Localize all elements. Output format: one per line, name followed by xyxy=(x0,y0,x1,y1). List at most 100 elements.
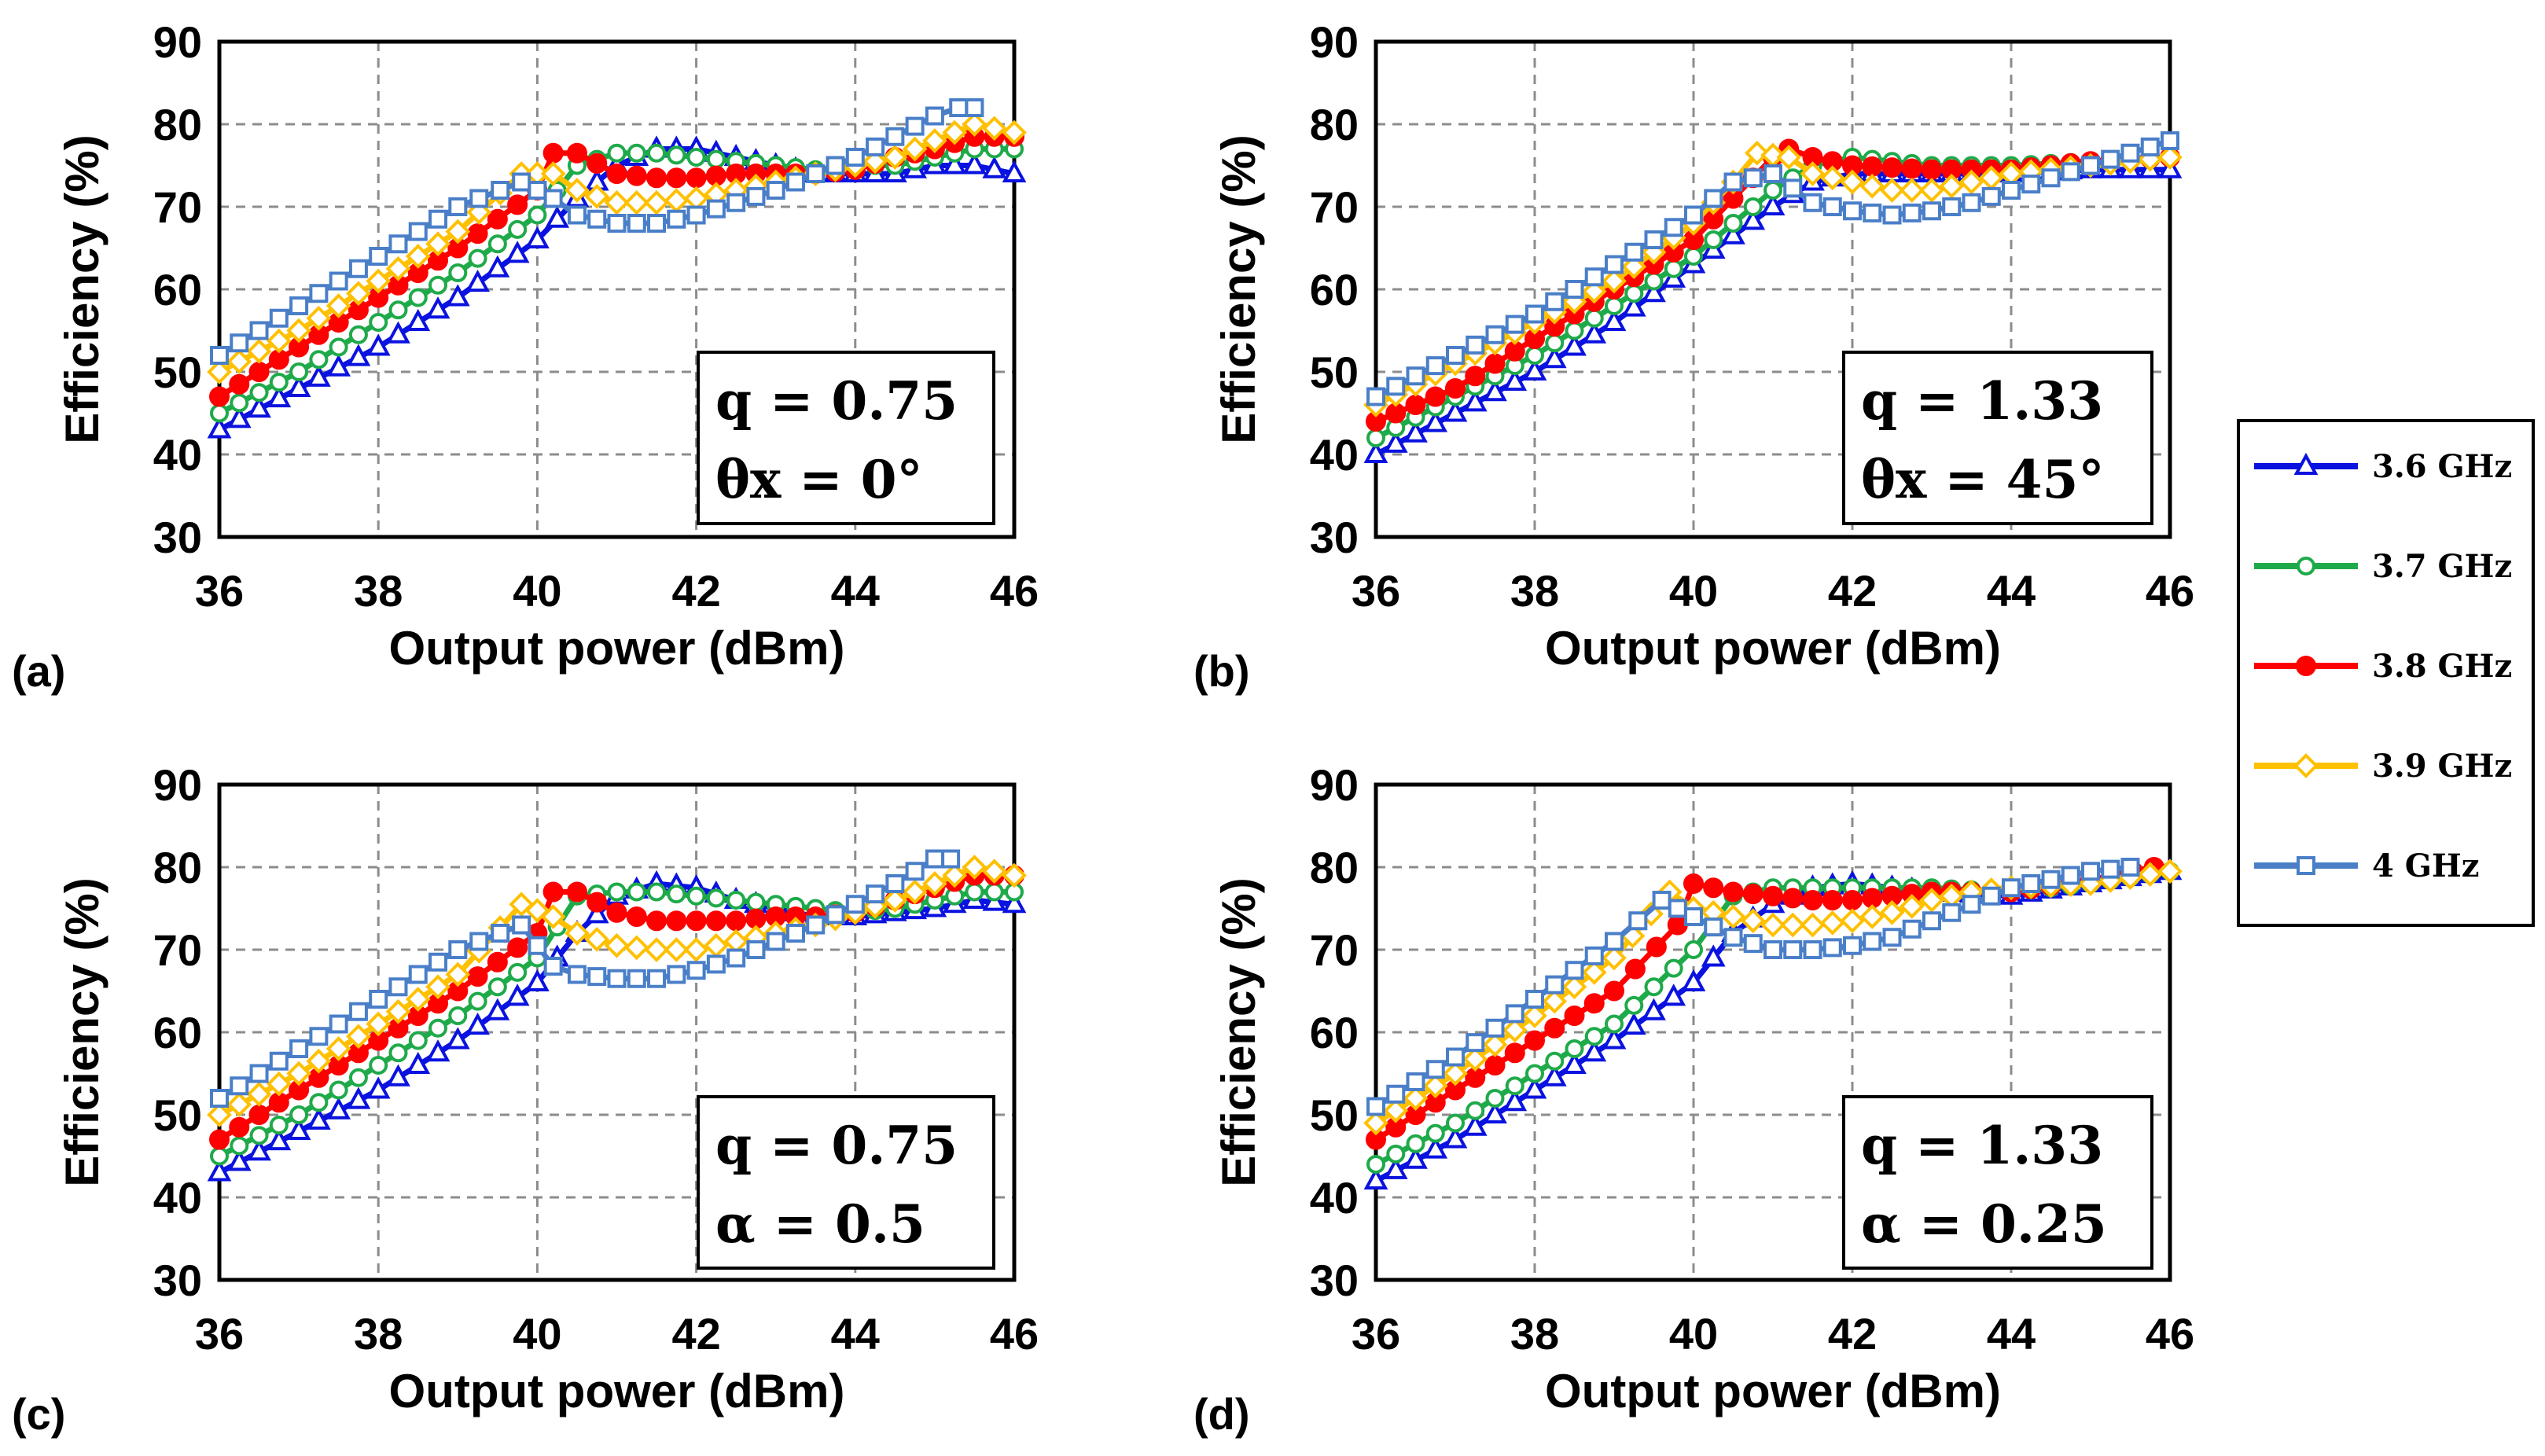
x-axis-label: Output power (dBm) xyxy=(1545,622,2001,675)
data-point xyxy=(1002,891,1027,914)
data-point xyxy=(306,1048,332,1074)
x-tick-label: 44 xyxy=(831,1309,880,1359)
data-point xyxy=(1624,242,1644,262)
data-point xyxy=(226,349,252,374)
data-point xyxy=(982,156,1007,178)
data-point xyxy=(1505,314,1524,334)
data-point xyxy=(606,902,627,923)
data-point xyxy=(1621,294,1646,317)
data-point xyxy=(2002,878,2021,898)
data-point xyxy=(226,1149,252,1171)
data-point xyxy=(289,1039,309,1058)
data-point xyxy=(267,384,292,408)
data-point xyxy=(1879,178,1905,203)
data-point xyxy=(266,328,292,354)
data-point xyxy=(248,362,270,382)
data-point xyxy=(607,143,627,163)
data-point xyxy=(505,984,530,1006)
x-tick-label: 36 xyxy=(1352,1309,1400,1359)
x-tick-label: 44 xyxy=(1987,1309,2036,1359)
data-point xyxy=(1383,430,1408,453)
data-point xyxy=(286,1117,311,1140)
data-point xyxy=(2137,862,2163,888)
data-point xyxy=(746,892,766,912)
data-point xyxy=(566,881,587,903)
data-point xyxy=(1704,189,1723,208)
data-point xyxy=(1366,387,1385,406)
data-point xyxy=(1701,944,1726,967)
data-point xyxy=(746,186,766,206)
data-point xyxy=(1822,890,1843,910)
data-point xyxy=(406,1051,431,1074)
data-point xyxy=(565,921,590,946)
data-point xyxy=(726,910,747,932)
data-point xyxy=(647,143,667,163)
x-axis-label: Output power (dBm) xyxy=(389,622,845,675)
data-point xyxy=(567,205,587,225)
data-point xyxy=(1760,912,1786,938)
data-point xyxy=(209,386,230,407)
data-point xyxy=(408,965,428,984)
data-point xyxy=(1683,873,1704,894)
data-point xyxy=(1922,201,1941,221)
data-point xyxy=(542,881,564,903)
data-point xyxy=(348,325,368,344)
data-point xyxy=(1425,1123,1445,1143)
series-4-GHz xyxy=(210,98,984,365)
y-tick-label: 60 xyxy=(153,1008,202,1057)
data-point xyxy=(2081,156,2100,175)
x-tick-label: 38 xyxy=(354,1309,403,1359)
data-point xyxy=(542,142,564,164)
x-tick-label: 40 xyxy=(513,1309,561,1359)
data-point xyxy=(1565,280,1584,299)
data-point xyxy=(1565,1039,1584,1058)
x-axis-label: Output power (dBm) xyxy=(1545,1365,2001,1417)
data-point xyxy=(1644,230,1664,249)
data-point xyxy=(468,248,487,268)
data-point xyxy=(2120,858,2140,877)
data-point xyxy=(1780,912,1806,938)
data-point xyxy=(902,879,928,905)
data-point xyxy=(1483,1101,1507,1123)
annotation-box: q = 1.33 θx = 45° xyxy=(1842,351,2153,525)
legend-entry: 3.9 GHz xyxy=(2254,748,2512,785)
data-point xyxy=(587,153,608,174)
y-tick-label: 40 xyxy=(1310,430,1359,480)
data-point xyxy=(981,859,1007,884)
data-point xyxy=(306,305,332,331)
data-point xyxy=(505,241,530,263)
data-point xyxy=(1862,156,1883,177)
data-point xyxy=(388,977,408,997)
legend-marker xyxy=(2293,753,2319,778)
data-point xyxy=(269,373,289,392)
data-point xyxy=(1668,899,1687,918)
data-point xyxy=(705,910,726,932)
data-point xyxy=(249,321,269,340)
data-point xyxy=(326,354,351,377)
data-point xyxy=(309,350,329,370)
x-tick-label: 46 xyxy=(2146,1309,2194,1359)
chart-panel-4: 30 40 50 60 70 80 90 36 38 40 42 44 46 Output power (… xyxy=(1193,760,2194,1439)
data-point xyxy=(962,855,987,880)
data-point xyxy=(207,1102,232,1127)
data-point xyxy=(1522,1003,1547,1028)
series-3.7-GHz xyxy=(210,139,1024,423)
data-point xyxy=(408,288,428,307)
data-point xyxy=(1882,205,1902,225)
data-point xyxy=(686,167,707,189)
data-point xyxy=(1624,284,1644,303)
data-point xyxy=(1819,910,1845,936)
data-point xyxy=(1800,161,1826,186)
data-point xyxy=(348,1068,368,1087)
data-point xyxy=(1366,428,1385,447)
data-point xyxy=(1542,988,1568,1014)
x-tick-label: 42 xyxy=(1828,566,1877,616)
data-point xyxy=(925,106,944,126)
data-point xyxy=(2021,175,2041,194)
data-point xyxy=(1602,945,1627,971)
data-point xyxy=(962,112,987,137)
data-point xyxy=(664,937,690,962)
data-point xyxy=(445,219,471,245)
data-point xyxy=(1741,208,1766,230)
data-point xyxy=(646,910,668,932)
